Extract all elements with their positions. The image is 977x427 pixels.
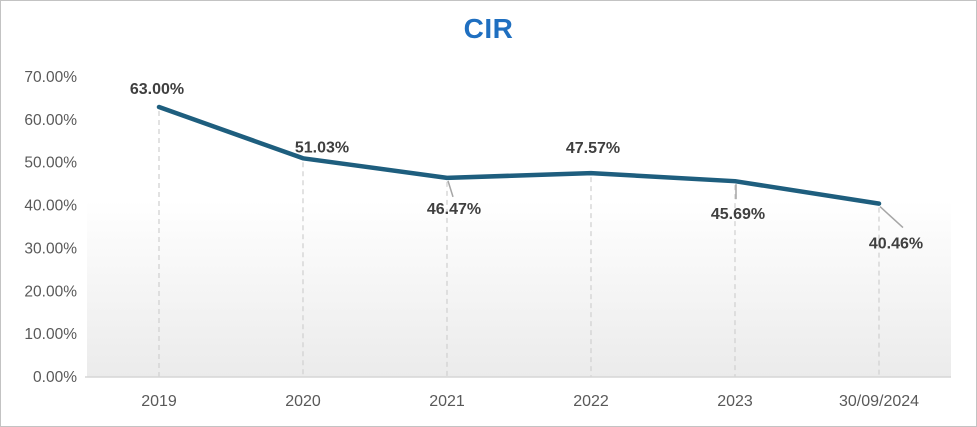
y-tick-label: 70.00% <box>24 69 77 86</box>
data-label: 46.47% <box>427 201 481 218</box>
y-tick-label: 60.00% <box>24 112 77 129</box>
x-tick-label: 2021 <box>429 393 465 410</box>
cir-series-line <box>156 104 882 206</box>
y-tick-label: 10.00% <box>24 326 77 343</box>
y-tick-label: 30.00% <box>24 240 77 257</box>
label-leader-line <box>447 180 454 198</box>
x-tick-label: 30/09/2024 <box>839 393 919 410</box>
data-label: 63.00% <box>130 81 184 98</box>
data-label: 45.69% <box>711 206 765 223</box>
x-tick-label: 2022 <box>573 393 609 410</box>
data-label: 40.46% <box>869 236 923 253</box>
plot-area <box>87 55 951 377</box>
data-label: 47.57% <box>566 140 620 157</box>
x-tick-label: 2019 <box>141 393 177 410</box>
y-tick-label: 50.00% <box>24 155 77 172</box>
label-leader-line <box>879 206 904 229</box>
chart-title: CIR <box>463 13 514 44</box>
x-tick-label: 2023 <box>717 393 753 410</box>
data-label: 51.03% <box>295 139 349 156</box>
x-tick-label: 2020 <box>285 393 321 410</box>
y-tick-label: 20.00% <box>24 283 77 300</box>
y-tick-label: 40.00% <box>24 198 77 215</box>
y-tick-label: 0.00% <box>33 369 77 386</box>
